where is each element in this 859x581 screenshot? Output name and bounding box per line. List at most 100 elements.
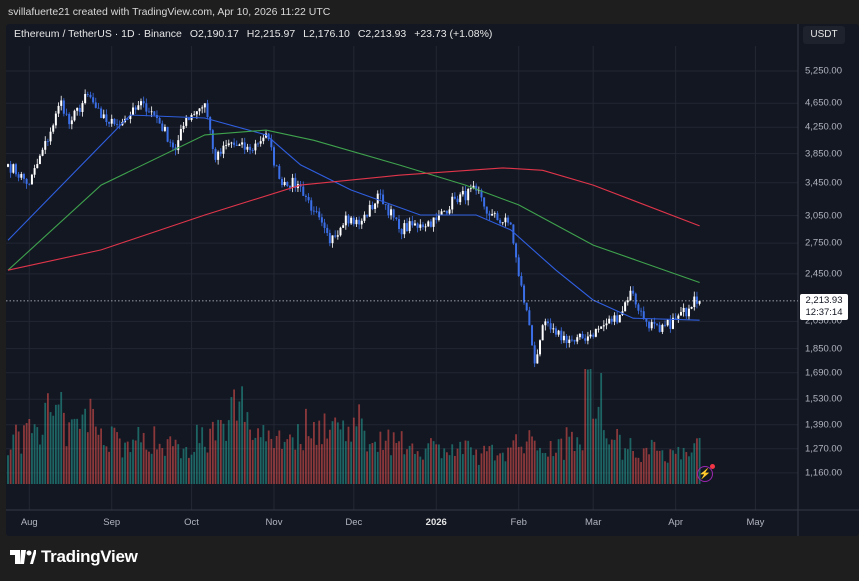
volume-bar	[323, 413, 326, 484]
candle-body	[421, 224, 424, 228]
volume-bar	[9, 449, 12, 484]
candle-body	[674, 317, 677, 319]
candle-body	[475, 185, 478, 191]
volume-bar	[624, 448, 627, 484]
candle-body	[690, 306, 693, 309]
candle-body	[640, 310, 643, 312]
time-tick-label: Apr	[668, 517, 684, 528]
chart-pane[interactable]	[6, 24, 859, 536]
volume-bar	[576, 437, 579, 484]
volume-bar	[73, 418, 76, 484]
candle-body	[408, 221, 411, 232]
volume-bar	[672, 450, 674, 484]
candle-body	[629, 290, 632, 301]
candle-body	[573, 339, 576, 342]
volume-bar	[531, 436, 533, 484]
volume-bar	[648, 454, 650, 484]
volume-bar	[610, 439, 613, 484]
candle-body	[672, 317, 674, 329]
price-tick-label: 1,160.00	[805, 467, 842, 479]
candle-body	[9, 164, 12, 173]
volume-bar	[31, 433, 33, 484]
candle-body	[304, 195, 307, 198]
candle-body	[661, 324, 664, 332]
volume-bar	[469, 447, 472, 484]
volume-bar	[17, 431, 20, 484]
candle-body	[275, 165, 278, 167]
volume-bar	[605, 438, 608, 484]
time-tick-label: May	[746, 517, 765, 528]
last-price-value: 2,213.93	[805, 295, 843, 306]
volume-bar	[7, 455, 9, 484]
volume-bar	[456, 448, 459, 484]
volume-bar	[156, 449, 158, 484]
volume-bar	[374, 441, 376, 484]
volume-bar	[278, 430, 281, 484]
candle-body	[541, 325, 544, 341]
candle-body	[134, 107, 137, 110]
volume-bar	[241, 386, 243, 484]
ohlc-low: L2,176.10	[303, 28, 350, 40]
candle-body	[68, 114, 71, 125]
candle-body	[560, 330, 563, 341]
candle-body	[459, 194, 462, 203]
volume-bar	[387, 429, 390, 484]
volume-bar	[446, 452, 448, 484]
volume-bar	[408, 445, 411, 484]
volume-bar	[618, 434, 621, 484]
volume-bar	[360, 418, 363, 484]
candle-body	[92, 97, 95, 103]
candle-body	[145, 103, 148, 112]
volume-bar	[297, 424, 299, 484]
candle-body	[360, 220, 363, 225]
volume-bar	[565, 427, 568, 484]
volume-bar	[395, 442, 398, 484]
candle-body	[554, 328, 557, 335]
volume-bar	[334, 417, 337, 484]
volume-bar	[523, 453, 525, 484]
candle-body	[400, 228, 403, 235]
volume-bar	[209, 428, 212, 484]
moving-average-line-ma_slow	[7, 167, 700, 271]
symbol-name[interactable]: Ethereum / TetherUS · 1D · Binance	[14, 28, 182, 40]
candle-body	[270, 139, 273, 148]
volume-bar	[15, 424, 17, 484]
time-tick-label: Sep	[103, 517, 121, 528]
chart-credit: svillafuerte21 created with TradingView.…	[8, 6, 331, 18]
candle-body	[70, 120, 73, 125]
volume-bar	[108, 451, 110, 484]
candle-body	[198, 108, 201, 112]
candle-body	[227, 143, 230, 146]
volume-bar	[690, 452, 693, 484]
price-tick-label: 1,270.00	[805, 443, 842, 455]
candle-body	[499, 220, 502, 224]
logo-text: TradingView	[41, 547, 138, 566]
candle-body	[376, 193, 379, 204]
candle-body	[448, 209, 451, 214]
volume-bar	[148, 451, 150, 484]
currency-button[interactable]: USDT	[803, 26, 845, 44]
volume-bar	[634, 457, 637, 484]
candle-body	[379, 193, 382, 195]
volume-bar	[390, 455, 392, 484]
lightning-icon[interactable]: ⚡	[697, 464, 715, 482]
candle-body	[46, 141, 49, 142]
volume-bar	[310, 438, 313, 484]
volume-bar	[257, 428, 259, 484]
candle-body	[163, 126, 166, 131]
volume-bar	[217, 419, 220, 484]
candle-body	[679, 312, 682, 316]
volume-bar	[656, 450, 658, 484]
candle-body	[562, 335, 565, 341]
candle-body	[586, 336, 589, 341]
volume-bar	[201, 427, 204, 484]
volume-bar	[496, 455, 499, 484]
ohlc-change: +23.73 (+1.08%)	[414, 28, 493, 40]
volume-bar	[586, 369, 589, 484]
candle-body	[549, 323, 552, 330]
volume-bar	[398, 441, 400, 484]
volume-bar	[573, 451, 576, 484]
volume-bar	[629, 438, 632, 484]
candle-body	[371, 204, 374, 209]
